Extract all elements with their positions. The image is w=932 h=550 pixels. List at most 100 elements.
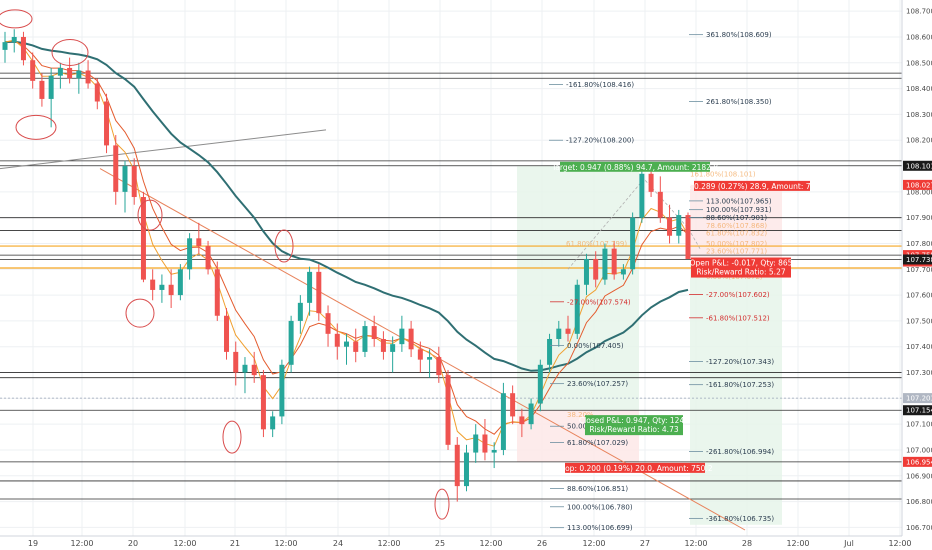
candle xyxy=(417,341,423,373)
time-tick: 12:00 xyxy=(582,539,605,548)
candle-body xyxy=(454,444,460,487)
price-axis[interactable]: 108.700 108.600 108.500 108.400 108.300 108.2… xyxy=(901,0,932,536)
time-tick: 12:00 xyxy=(274,539,297,548)
time-axis[interactable]: 19 12:00 20 12:00 21 12:00 24 12:00 25 12:00 26 12:… xyxy=(0,535,912,548)
candle-body xyxy=(104,101,110,146)
candle-body xyxy=(325,313,331,334)
candle xyxy=(94,78,100,110)
time-tick: 12:00 xyxy=(479,539,502,548)
price-tick: 107.500 xyxy=(906,317,932,325)
candle xyxy=(48,67,54,128)
candle xyxy=(2,31,8,63)
fib-label: -127.20%(107.343) xyxy=(706,358,774,366)
candle-body xyxy=(288,320,294,365)
candle xyxy=(67,57,73,84)
candle-body xyxy=(113,145,119,192)
long-stop-label-text: Stop: 0.200 (0.19%) 20.0, Amount: 750.2 xyxy=(557,464,712,473)
long-target-label-text: Target: 0.947 (0.88%) 94.7, Amount: 2182… xyxy=(551,163,718,172)
candle xyxy=(519,408,525,438)
candle-body xyxy=(519,416,525,425)
candle-body xyxy=(140,197,146,280)
price-tick: 107.600 xyxy=(906,292,932,300)
time-tick: 27 xyxy=(640,539,650,548)
candle xyxy=(685,212,691,259)
trend-line xyxy=(0,129,327,170)
price-tick: 108.700 xyxy=(906,8,932,16)
short-target-zone xyxy=(690,259,782,525)
candle-body xyxy=(131,166,137,198)
fib-label: -27.00%(107.602) xyxy=(706,291,770,299)
candle xyxy=(159,274,165,303)
candle xyxy=(187,233,193,280)
fib-label-faint: 23.60%(107.771) xyxy=(706,247,767,255)
fib-label: 113.00%(106.699) xyxy=(567,524,633,532)
short-pnl-label-bg xyxy=(691,257,791,278)
price-tick: 108.000 xyxy=(906,188,932,196)
candle-body xyxy=(57,67,63,76)
candle-body xyxy=(500,393,506,450)
candle-body xyxy=(344,341,349,347)
candle-body xyxy=(279,364,285,417)
candle xyxy=(307,266,313,316)
candle xyxy=(371,315,377,347)
time-tick: 28 xyxy=(742,539,752,548)
candle xyxy=(547,333,553,373)
candle xyxy=(325,305,331,347)
candle xyxy=(353,328,359,363)
candle xyxy=(205,240,211,275)
fib-label: -61.80%(107.512) xyxy=(706,314,770,322)
price-tag: 106.954 xyxy=(903,456,932,467)
time-tick: 12:00 xyxy=(377,539,400,548)
fib-label-faint: 161.80%(108.101) xyxy=(690,170,756,178)
candle-body xyxy=(685,215,691,259)
candle-body xyxy=(270,416,276,430)
candle-body xyxy=(648,173,654,192)
candle-body xyxy=(122,166,128,192)
candle-body xyxy=(67,67,73,79)
short-stop-label: Stop: 0.289 (0.27%) 28.9, Amount: 750.01 xyxy=(672,180,832,191)
price-tag-text: 108.101 xyxy=(906,162,932,170)
candle-body xyxy=(620,269,626,275)
candle xyxy=(316,264,322,321)
price-tick: 106.700 xyxy=(906,524,932,532)
long-target-label-bg xyxy=(560,161,710,172)
candle xyxy=(482,419,488,461)
candle xyxy=(344,333,349,365)
candle-body xyxy=(187,238,193,270)
price-tick: 107.700 xyxy=(906,266,932,274)
long-stop-label-bg xyxy=(565,462,705,473)
candle-body xyxy=(445,375,451,445)
fib-labels: 361.80%(108.609) -161.80%(108.416) 261.80%… xyxy=(549,31,774,532)
swing-ellipse xyxy=(274,229,294,263)
candle-body xyxy=(565,328,571,334)
price-tick: 107.100 xyxy=(906,421,932,429)
candle-body xyxy=(224,315,230,352)
price-tag-text: 107.154 xyxy=(906,407,932,415)
position-labels: Target: 0.947 (0.88%) 94.7, Amount: 2182… xyxy=(551,161,832,473)
candle-body xyxy=(353,341,359,352)
swing-ellipse xyxy=(137,199,163,231)
candle xyxy=(427,349,433,378)
fib-label: 100.00%(107.931) xyxy=(706,206,772,214)
candle-body xyxy=(242,364,248,373)
candle xyxy=(362,320,368,358)
fib-label-faint: 78.60%(107.868) xyxy=(706,222,767,230)
candles xyxy=(2,29,691,502)
swing-ellipse xyxy=(434,488,450,520)
candle-body xyxy=(214,269,220,316)
candle xyxy=(242,357,248,394)
time-tick: 12:00 xyxy=(888,539,911,548)
time-tick: 12:00 xyxy=(684,539,707,548)
candle xyxy=(279,359,285,425)
candle-body xyxy=(556,328,562,339)
candle-body xyxy=(76,70,82,79)
candle xyxy=(611,240,617,280)
candle xyxy=(20,31,26,66)
price-tag: 108.027 xyxy=(903,179,932,190)
candle xyxy=(500,382,506,456)
fib-label: -261.80%(106.994) xyxy=(706,448,774,456)
candle xyxy=(270,411,276,438)
candle-body xyxy=(399,328,405,345)
